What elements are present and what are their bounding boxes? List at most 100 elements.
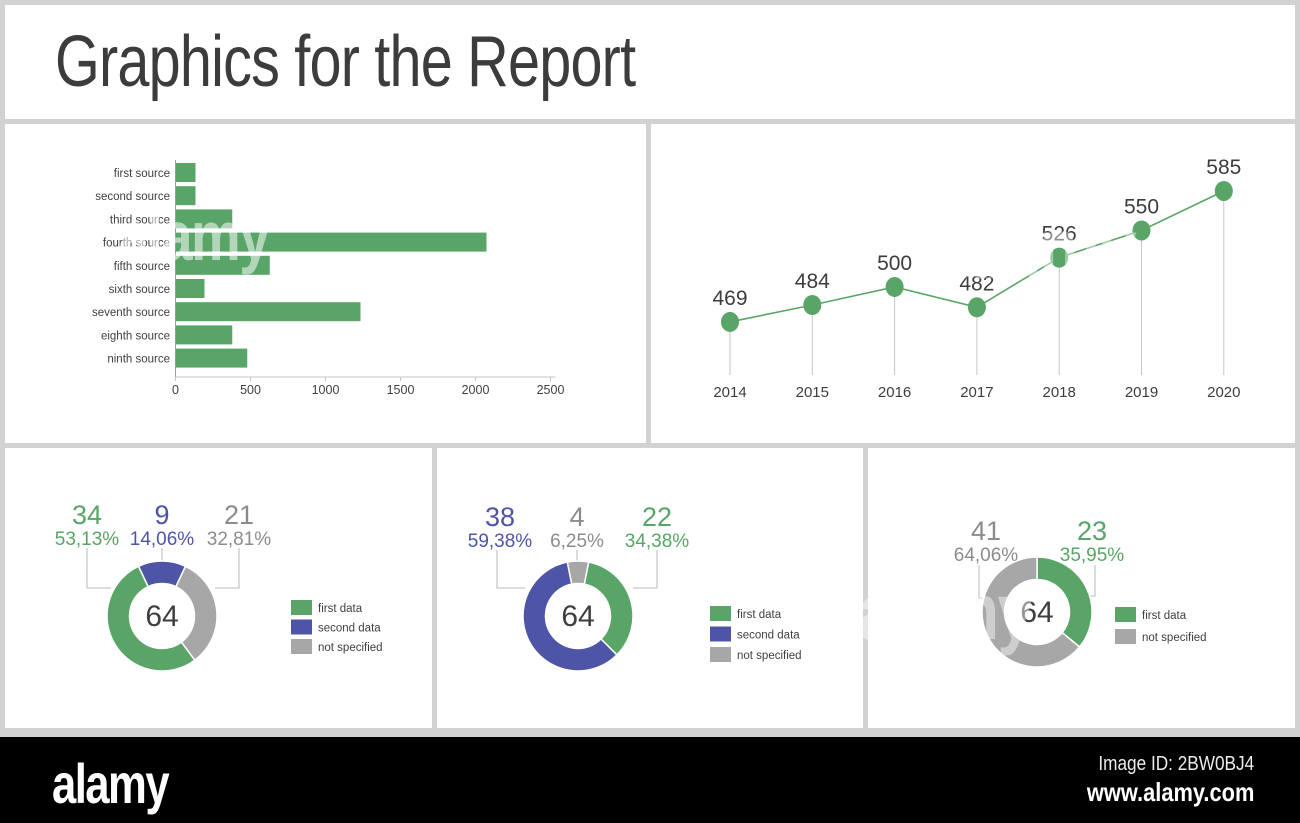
bar-category-label: first source [114,168,170,180]
callout-percent: 6,25% [550,531,604,552]
x-tick-label: 0 [172,383,179,397]
callout-value: 23 [1077,516,1107,546]
callout-percent: 64,06% [954,545,1019,566]
bar-category-label: fifth source [114,261,170,273]
legend-label: first data [1142,610,1187,622]
callout-percent: 14,06% [130,529,195,550]
data-point-marker [1132,220,1151,241]
legend-label: not specified [737,650,802,662]
bar-category-label: sixth source [109,284,170,296]
legend-label: not specified [318,642,383,654]
x-tick-label: 500 [240,383,261,397]
legend-swatch [710,606,731,621]
page-title: Graphics for the Report [55,22,636,102]
bar [176,163,196,182]
bar [176,232,487,252]
bar [176,186,196,206]
callout-leader-line [1089,565,1096,597]
legend-label: not specified [1142,632,1207,644]
data-point-marker [1214,180,1233,201]
callout-value: 9 [154,500,169,530]
data-point-label: 469 [712,287,747,310]
year-label: 2020 [1207,384,1240,401]
data-point-marker [885,276,904,297]
legend-swatch [291,619,312,635]
callout-percent: 53,13% [55,529,120,550]
data-point-label: 550 [1124,195,1159,218]
year-label: 2017 [960,384,993,401]
bar-category-label: third source [110,214,170,226]
callout-percent: 34,38% [625,531,690,552]
legend-swatch [1115,607,1136,622]
donut-segment-first-data [583,561,634,656]
donut-center-total: 64 [561,600,594,633]
data-point-marker [1050,247,1069,268]
line-chart: 469 2014 484 2015 500 2016 482 2017 526 2018 550 20… [712,156,1241,401]
donut-segment-second-data [522,561,618,672]
legend-label: first data [318,603,363,615]
bar-category-label: eighth source [101,330,170,342]
bar-category-label: seventh source [92,307,170,319]
bar-category-label: second source [95,191,170,203]
year-label: 2016 [878,384,911,401]
data-point-label: 500 [877,252,912,275]
donut-center-total: 64 [1020,596,1053,629]
callout-value: 38 [485,502,515,532]
data-point-label: 526 [1042,223,1077,246]
callout-leader-line [978,565,985,599]
data-point-label: 484 [795,270,830,293]
alamy-url-text: www.alamy.com [1086,777,1254,807]
x-tick-label: 2500 [537,383,565,397]
callout-leader-line [215,548,240,589]
callout-leader-line [633,550,658,589]
legend-label: second data [737,630,800,642]
header-panel: Graphics for the Report [5,5,1295,119]
legend-swatch [291,639,312,654]
year-label: 2015 [796,384,829,401]
donut-chart-panel-1: 34 53,13% 9 14,06% 21 32,81% 64 first data secon… [5,448,432,728]
year-label: 2019 [1125,384,1158,401]
line-chart-panel: 469 2014 484 2015 500 2016 482 2017 526 2018 550 20… [651,124,1295,443]
callout-value: 21 [224,500,254,530]
x-tick-label: 1000 [312,383,340,397]
donut-segment-first-data [106,565,196,672]
bar [176,255,270,275]
callout-leader-line [86,548,111,589]
data-point-label: 482 [959,272,994,295]
x-tick-label: 2000 [462,383,490,397]
alamy-logo: alamy [52,752,170,815]
donut-chart-panel-2: 38 59,38% 4 6,25% 22 34,38% 64 first data second… [437,448,863,728]
legend-label: second data [318,623,381,635]
year-label: 2018 [1043,384,1076,401]
bar [176,348,248,368]
callout-value: 22 [642,502,672,532]
year-label: 2014 [713,384,746,401]
legend-swatch [710,626,731,642]
bar [176,302,361,322]
callout-value: 34 [72,500,102,530]
donut-chart-panel-3: 41 64,06% 23 35,95% 64 first data not specifie… [868,448,1295,728]
callout-value: 41 [971,516,1001,546]
bar [176,209,233,229]
callout-percent: 59,38% [468,531,533,552]
x-tick-label: 1500 [387,383,415,397]
bar-category-label: ninth source [107,354,170,366]
data-point-label: 585 [1206,156,1241,179]
legend-swatch [291,600,312,615]
legend-label: first data [737,609,782,621]
data-point-marker [721,311,739,332]
bar-chart-panel: first source second source third source fou… [5,124,646,443]
callout-percent: 35,95% [1060,545,1125,566]
bar [176,279,205,298]
legend-swatch [710,647,731,662]
donut-center-total: 64 [145,600,178,633]
donut-segment-first-data [1036,556,1093,648]
callout-percent: 32,81% [207,529,272,550]
footer-bar: alamy Image ID: 2BW0BJ4 www.alamy.com [0,737,1300,823]
legend-swatch [1115,629,1136,644]
callout-leader-line [496,550,525,589]
